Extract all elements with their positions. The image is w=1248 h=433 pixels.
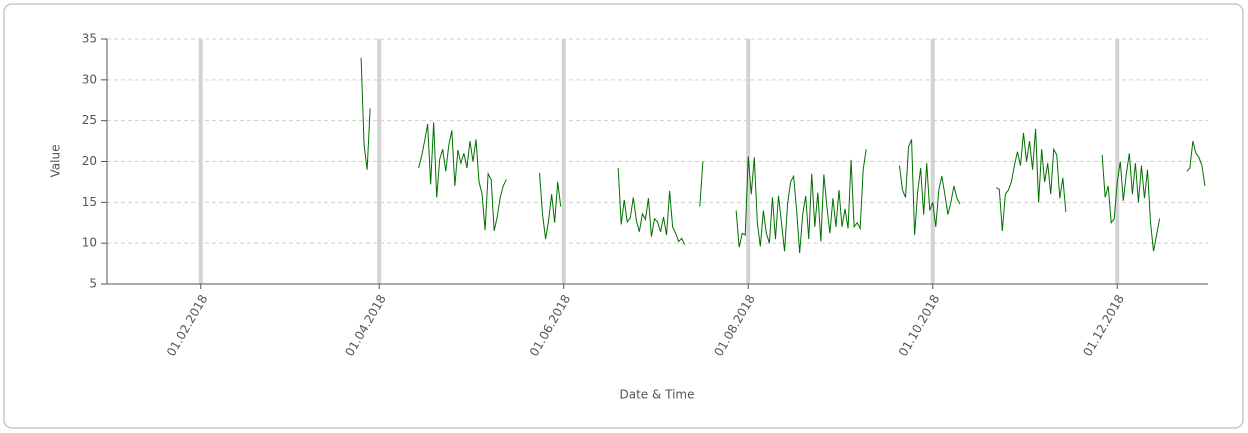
data-line [360, 57, 1206, 254]
y-tick-label: 20 [82, 154, 97, 168]
x-axis-label: Date & Time [619, 388, 694, 402]
y-tick-label: 30 [82, 72, 97, 86]
y-axis-label: Value [49, 145, 63, 178]
y-tick-label: 5 [89, 277, 97, 291]
y-tick-label: 10 [82, 236, 97, 250]
y-tick-label: 25 [82, 113, 97, 127]
y-tick-label: 15 [82, 195, 97, 209]
chart-frame [3, 3, 1244, 429]
y-tick-label: 35 [82, 32, 97, 46]
